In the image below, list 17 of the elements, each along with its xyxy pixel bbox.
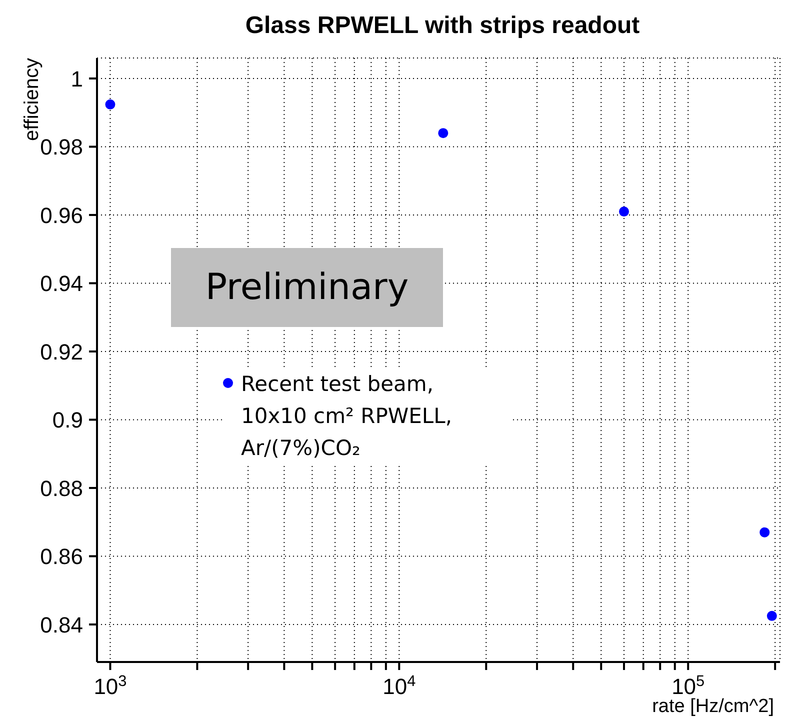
legend-label: Recent test beam, 10x10 cm² RPWELL, Ar/(7%)CO₂ xyxy=(241,371,454,462)
y-tick-label: 0.98 xyxy=(40,134,83,160)
x-tick-label: 10$^{3}$ xyxy=(94,672,127,699)
y-tick-label: 0.86 xyxy=(40,544,83,570)
y-tick-label: 0.88 xyxy=(40,476,83,501)
annotation: Preliminary xyxy=(171,248,443,327)
y-tick-label: 0.92 xyxy=(40,339,83,364)
y-tick-label: 1 xyxy=(70,66,83,92)
x-tick-label: 10$^{4}$ xyxy=(382,672,416,699)
y-tick-label: 0.94 xyxy=(40,271,83,296)
y-axis-title: efficiency xyxy=(21,58,43,142)
chart-title: Glass RPWELL with strips readout xyxy=(244,12,641,40)
y-tick-label: 0.96 xyxy=(40,202,83,228)
x-axis-title: rate [Hz/cm^2] xyxy=(652,696,774,717)
x-tick-label: 10$^{5}$ xyxy=(672,672,705,699)
y-tick-label: 0.9 xyxy=(52,408,83,433)
y-tick-label: 0.84 xyxy=(40,612,83,638)
